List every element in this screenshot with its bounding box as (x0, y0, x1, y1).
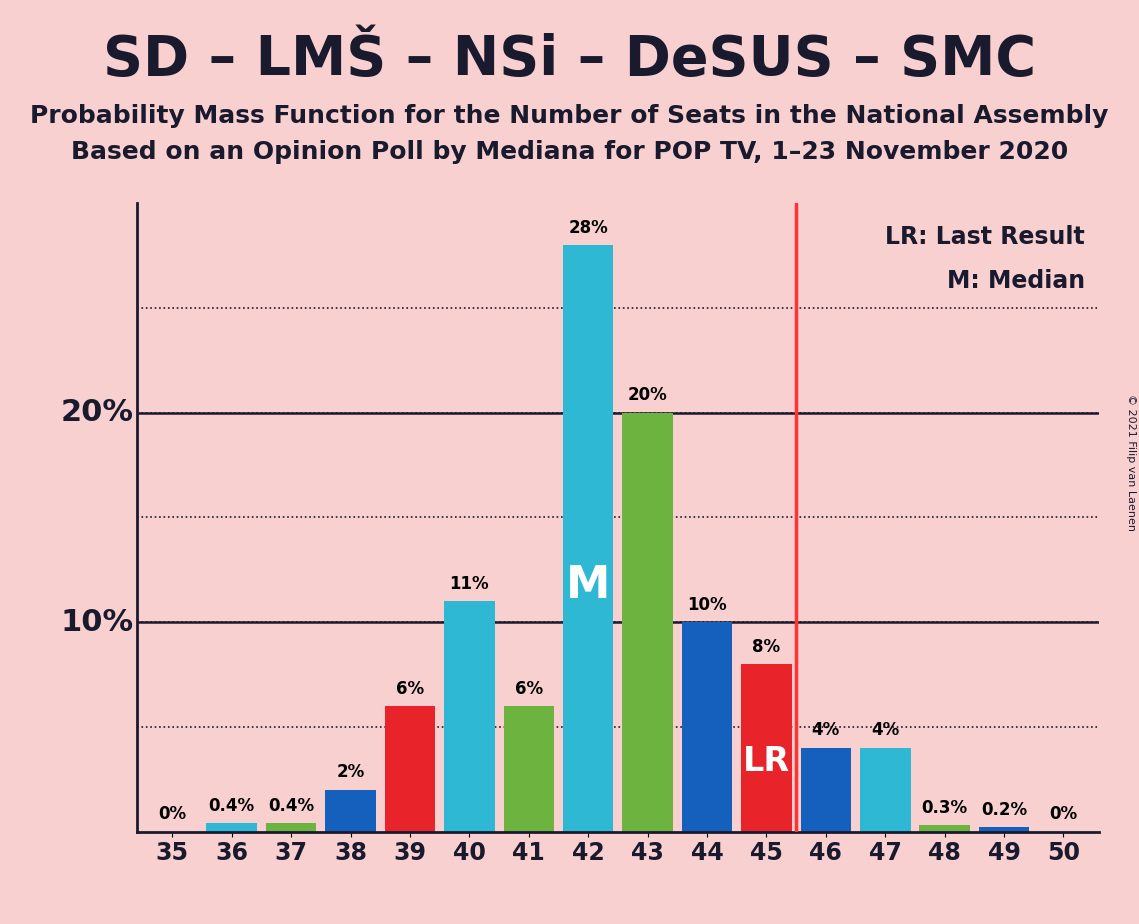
Text: LR: LR (743, 745, 790, 778)
Text: 6%: 6% (515, 679, 543, 698)
Bar (503, 706, 554, 832)
Bar (265, 823, 317, 832)
Text: 2%: 2% (336, 763, 364, 782)
Bar (741, 664, 792, 832)
Text: © 2021 Filip van Laenen: © 2021 Filip van Laenen (1126, 394, 1136, 530)
Text: M: M (566, 564, 611, 607)
Text: Based on an Opinion Poll by Mediana for POP TV, 1–23 November 2020: Based on an Opinion Poll by Mediana for … (71, 140, 1068, 164)
Text: 11%: 11% (450, 575, 489, 593)
Bar (801, 748, 851, 832)
Bar (682, 622, 732, 832)
Text: M: Median: M: Median (947, 269, 1084, 293)
Text: 28%: 28% (568, 219, 608, 237)
Bar (444, 602, 494, 832)
Text: 4%: 4% (812, 722, 839, 739)
Text: 0%: 0% (158, 805, 187, 823)
Text: 0.2%: 0.2% (981, 801, 1027, 819)
Text: 20%: 20% (60, 398, 133, 427)
Text: 0.4%: 0.4% (208, 796, 255, 815)
Bar (326, 790, 376, 832)
Text: 4%: 4% (871, 722, 900, 739)
Text: 0.3%: 0.3% (921, 799, 968, 817)
Text: 6%: 6% (396, 679, 424, 698)
Bar (919, 825, 970, 832)
Bar (206, 823, 257, 832)
Bar (622, 413, 673, 832)
Bar (860, 748, 910, 832)
Bar (385, 706, 435, 832)
Text: 0.4%: 0.4% (268, 796, 314, 815)
Text: 10%: 10% (687, 596, 727, 614)
Text: 8%: 8% (753, 638, 780, 656)
Text: 0%: 0% (1049, 805, 1077, 823)
Text: LR: Last Result: LR: Last Result (885, 225, 1084, 249)
Bar (563, 245, 614, 832)
Text: 10%: 10% (60, 608, 133, 637)
Bar (978, 827, 1030, 832)
Text: SD – LMŠ – NSi – DeSUS – SMC: SD – LMŠ – NSi – DeSUS – SMC (103, 33, 1036, 87)
Text: Probability Mass Function for the Number of Seats in the National Assembly: Probability Mass Function for the Number… (31, 103, 1108, 128)
Text: 20%: 20% (628, 386, 667, 405)
